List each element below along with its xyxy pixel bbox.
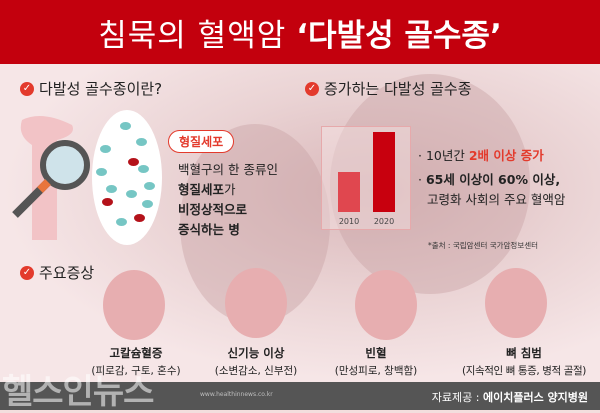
section-increase-heading: ✓ 증가하는 다발성 골수종	[305, 78, 472, 99]
source-note: *출처 : 국립암센터 국가암정보센터	[428, 241, 539, 250]
section-title: 주요증상	[39, 264, 95, 282]
symptom-bone: 뼈 침범 (지속적인 뼈 통증, 병적 골절)	[462, 346, 586, 377]
dizzy-person-icon	[355, 270, 417, 340]
background-photo	[0, 64, 600, 382]
title-banner: 침묵의 혈액암 ‘다발성 골수종’	[0, 0, 600, 64]
bar-2010	[338, 172, 360, 212]
footer: 헬스인뉴스 www.healthinnews.co.kr 자료제공 : 에이치플…	[0, 372, 600, 412]
section-symptoms-heading: ✓ 주요증상	[20, 262, 94, 283]
increase-points: · 10년간 2배 이상 증가 · 65세 이상이 60% 이상, 고령화 사회…	[418, 148, 566, 207]
title-plain: 침묵의 혈액암	[98, 17, 287, 54]
bar-2020	[373, 132, 395, 212]
symptom-hypercalcemia: 고칼슘혈증 (피로감, 구토, 혼수)	[91, 346, 181, 377]
symptom-anemia: 빈혈 (만성피로, 창백함)	[334, 346, 418, 377]
check-icon: ✓	[305, 81, 319, 96]
section-what-heading: ✓ 다발성 골수종이란?	[20, 78, 162, 99]
tired-person-laptop-icon	[103, 270, 165, 340]
definition-text: 백혈구의 한 종류인 형질세포가 비정상적으로 증식하는 병	[178, 162, 278, 237]
x-tick-2020: 2020	[373, 217, 395, 226]
logo-url: www.healthinnews.co.kr	[200, 391, 273, 398]
credit: 자료제공 : 에이치플러스 양지병원	[431, 391, 588, 404]
cell-bubble	[92, 110, 162, 245]
knee-bone-icon	[485, 268, 547, 338]
plasma-cell-tag: 형질세포	[168, 130, 235, 153]
section-title: 다발성 골수종이란?	[39, 80, 163, 98]
x-tick-2010: 2010	[338, 217, 360, 226]
magnifier-bone-icon	[12, 116, 90, 240]
bar-chart: 2010 2020	[321, 126, 411, 230]
logo: 헬스인뉴스	[2, 372, 154, 412]
section-title: 증가하는 다발성 골수종	[324, 80, 472, 98]
symptom-renal: 신기능 이상 (소변감소, 신부전)	[214, 346, 298, 377]
kidney-icon	[225, 268, 287, 338]
title-bold: ‘다발성 골수종’	[296, 17, 502, 54]
check-icon: ✓	[20, 265, 34, 280]
check-icon: ✓	[20, 81, 34, 96]
